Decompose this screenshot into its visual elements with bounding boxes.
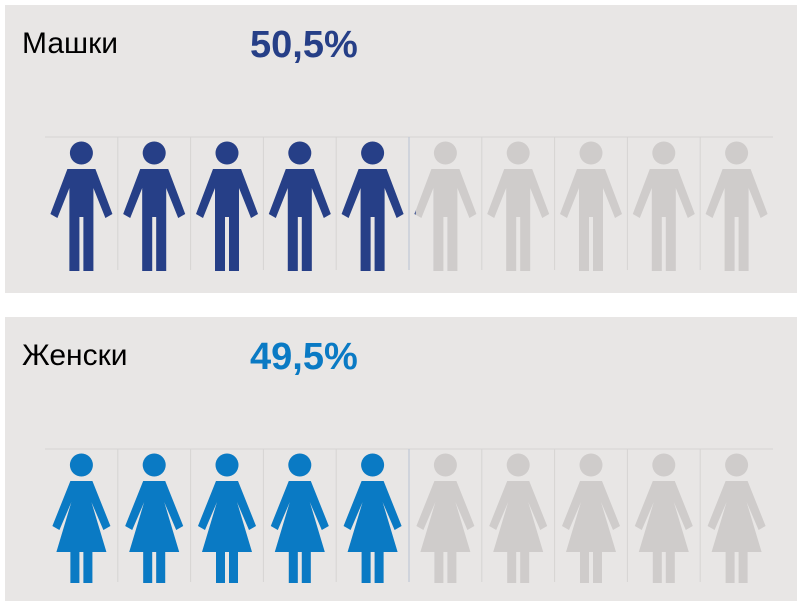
empty-icon — [632, 141, 695, 271]
panel — [5, 5, 797, 293]
icon-row — [50, 141, 768, 271]
empty-icon — [634, 453, 693, 583]
filled-icon — [343, 453, 402, 583]
filled-icon — [125, 453, 184, 583]
filled-icon — [341, 141, 404, 271]
icon-row — [52, 453, 766, 583]
filled-icon — [52, 453, 111, 583]
empty-icon — [562, 453, 620, 583]
empty-icon — [707, 453, 766, 583]
filled-icon — [123, 141, 186, 271]
empty-icon — [416, 453, 475, 583]
empty-icon — [414, 141, 477, 271]
empty-icon — [560, 141, 622, 271]
empty-icon — [705, 141, 768, 271]
value-label: 50,5% — [250, 24, 358, 66]
filled-icon — [196, 141, 258, 271]
filled-icon — [414, 210, 416, 215]
filled-icon — [198, 453, 256, 583]
empty-icon — [487, 141, 550, 271]
filled-icon — [270, 453, 329, 583]
filled-icon — [268, 141, 331, 271]
category-label: Женски — [22, 339, 127, 372]
category-label: Машки — [22, 27, 118, 60]
empty-icon — [489, 453, 548, 583]
filled-icon — [50, 141, 113, 271]
value-label: 49,5% — [250, 336, 358, 378]
